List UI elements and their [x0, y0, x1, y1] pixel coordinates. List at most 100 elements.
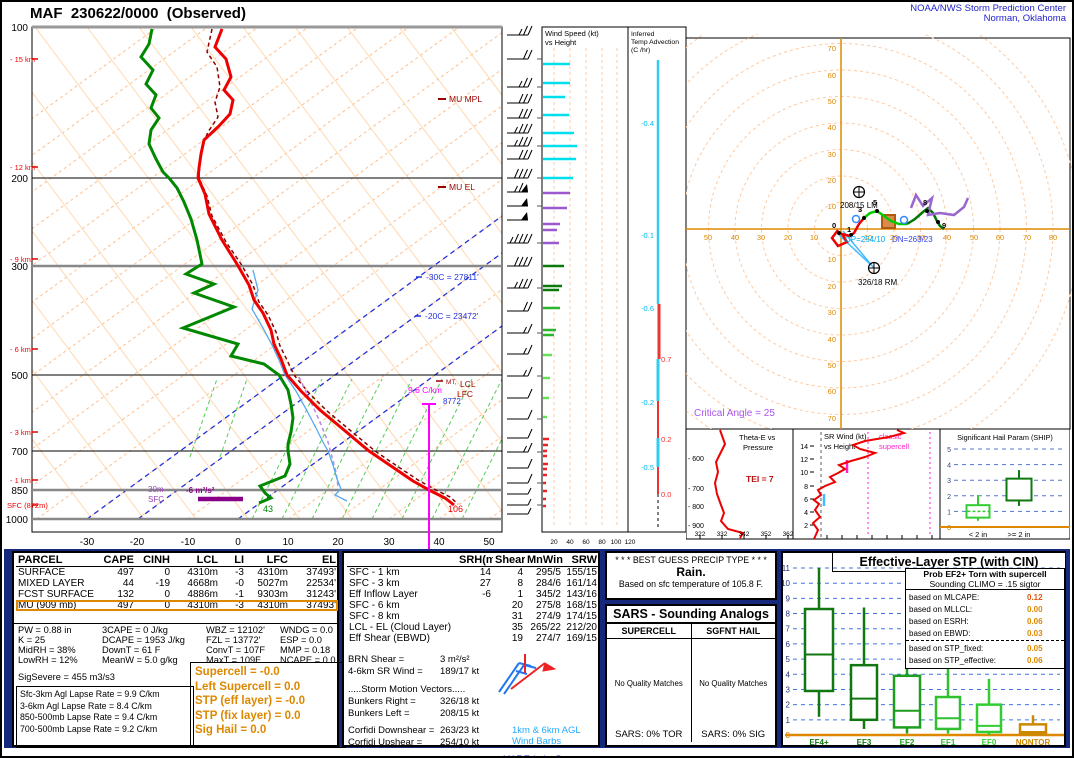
svg-text:200: 200	[11, 174, 28, 185]
kv-row: based on STP_effective: 0.06	[909, 656, 1043, 665]
table-row: PW = 0.88 in 3CAPE = 0 J/kg WBZ = 12102' WN…	[18, 625, 333, 635]
table-row: FCST SURFACE 132 0 4886m -1 9303m 31243'	[18, 589, 336, 600]
svg-text:10: 10	[282, 537, 294, 548]
table-row: Eff Shear (EBWD) 19 274/7 169/15	[349, 633, 597, 644]
svg-text:120: 120	[625, 539, 636, 546]
svg-text:106: 106	[448, 504, 463, 514]
svg-text:6: 6	[786, 640, 791, 649]
svg-text:20: 20	[828, 282, 836, 291]
svg-text:352: 352	[761, 531, 772, 538]
svg-text:50: 50	[828, 97, 836, 106]
svg-text:-20C = 23472': -20C = 23472'	[425, 311, 479, 321]
svg-text:-10: -10	[181, 537, 196, 548]
svg-text:362: 362	[783, 531, 793, 538]
svg-text:5: 5	[786, 655, 791, 664]
svg-text:0: 0	[235, 537, 241, 548]
kv-row: Corfidi Upshear = 254/10 kt	[348, 736, 480, 748]
text-line: 700-500mb Lapse Rate = 9.2 C/km	[20, 723, 158, 734]
text-line: Supercell = -0.0	[195, 666, 280, 678]
text-line: STP (eff layer) = -0.0	[195, 695, 306, 707]
svg-text:Temp Advection: Temp Advection	[631, 39, 679, 46]
text-line: 850-500mb Lapse Rate = 9.4 C/km	[20, 712, 158, 722]
tabular-data-link[interactable]: MAF Tabular Data	[503, 754, 575, 756]
prob-header-line-1: Prob EF2+ Torn with supercell	[923, 569, 1047, 579]
svg-text:4: 4	[786, 670, 791, 679]
thermo-stats-table: PW = 0.88 in 3CAPE = 0 J/kg WBZ = 12102' WN…	[16, 625, 336, 665]
svg-text:Wind Speed (kt): Wind Speed (kt)	[545, 29, 599, 38]
kv-row: BRN Shear = 3 m²/s²	[348, 654, 470, 665]
agency-credit: NOAA/NWS Storm Prediction Center Norman,…	[910, 4, 1066, 24]
svg-text:30: 30	[917, 233, 925, 242]
kv-row: Bunkers Left = 208/15 kt	[348, 707, 480, 719]
svg-text:50: 50	[704, 233, 712, 242]
table-row: SFC - 1 km 14 4 295/5 155/15	[349, 567, 597, 578]
kv-row: Corfidi Downshear = 263/23 kt	[348, 725, 480, 736]
prob-divider	[906, 640, 1064, 641]
svg-text:vs Height: vs Height	[824, 442, 856, 451]
svg-text:MU MPL: MU MPL	[449, 94, 482, 104]
corfidi-block: Corfidi Downshear = 263/23 kt Corfidi Upsh…	[348, 725, 479, 748]
svg-text:8772: 8772	[443, 397, 461, 406]
svg-text:NONTOR: NONTOR	[1016, 738, 1051, 747]
svg-text:40: 40	[943, 233, 951, 242]
sig-severe-value: SigSevere = 455 m3/s3	[18, 672, 115, 682]
table-row: MIXED LAYER 44 -19 4668m -0 5027m 22534'	[18, 578, 336, 589]
text-line: Sig Hail = 0.0	[195, 724, 267, 736]
sars-supercell-matches: No Quality Matches	[614, 679, 683, 688]
svg-text:- 600: - 600	[688, 456, 704, 463]
svg-text:MT,: MT,	[446, 379, 457, 386]
svg-text:60: 60	[828, 387, 836, 396]
svg-text:- 12 km: - 12 km	[10, 163, 35, 172]
svg-text:20: 20	[828, 176, 836, 185]
kv-row: based on EBWD: 0.03	[909, 629, 1043, 638]
svg-text:-0.4: -0.4	[641, 119, 654, 128]
svg-text:0.0: 0.0	[661, 490, 671, 499]
svg-text:342: 342	[739, 531, 750, 538]
storm-motion-heading: .....Storm Motion Vectors.....	[348, 684, 466, 695]
table-row: K = 25 DCAPE = 1953 J/kg FZL = 13772' ESP =…	[18, 635, 322, 645]
svg-text:14: 14	[800, 444, 808, 451]
svg-text:- 700: - 700	[688, 486, 704, 493]
svg-text:TEI = 7: TEI = 7	[746, 474, 774, 484]
table-row: Eff Inflow Layer -6 1 345/2 143/16	[349, 589, 597, 600]
svg-text:700: 700	[11, 447, 28, 458]
svg-text:60: 60	[582, 539, 590, 546]
svg-text:20: 20	[332, 537, 344, 548]
svg-text:9: 9	[786, 594, 791, 603]
stp-probability-box: Prob EF2+ Torn with supercell Sounding C…	[905, 568, 1065, 669]
svg-text:10: 10	[828, 255, 836, 264]
wind-speed-panel: Wind Speed (kt)vs Height 20 40 60 80 100 120	[537, 26, 636, 546]
svg-text:EF0: EF0	[982, 738, 997, 747]
precip-header: * * * BEST GUESS PRECIP TYPE * * *	[615, 555, 767, 565]
svg-text:UP=254/10: UP=254/10	[845, 235, 886, 244]
svg-text:9: 9	[942, 221, 946, 230]
sars-hail-matches: No Quality Matches	[699, 679, 768, 688]
text-line: STP (fix layer) = 0.0	[195, 709, 301, 722]
svg-text:40: 40	[731, 233, 739, 242]
svg-text:-6 m²/s²: -6 m²/s²	[186, 486, 215, 495]
svg-text:50: 50	[828, 361, 836, 370]
svg-text:6: 6	[804, 497, 808, 504]
svg-text:20: 20	[784, 233, 792, 242]
svg-text:300: 300	[11, 262, 28, 273]
svg-text:0: 0	[947, 525, 951, 532]
svg-text:40: 40	[828, 123, 836, 132]
credit-line-2: Norman, Oklahoma	[983, 13, 1066, 24]
svg-text:2: 2	[786, 701, 791, 710]
kv-row: based on STP_fixed: 0.05	[909, 644, 1043, 653]
svg-text:70: 70	[1023, 233, 1031, 242]
svg-text:3: 3	[786, 685, 791, 694]
barb-legend-line-1: 1km & 6km AGL	[512, 725, 581, 736]
svg-text:332: 332	[717, 531, 728, 538]
svg-text:9.6 C/km: 9.6 C/km	[408, 385, 442, 395]
svg-text:- 900: - 900	[688, 523, 704, 530]
svg-text:Inferred: Inferred	[631, 31, 655, 38]
svg-text:- 1 km: - 1 km	[10, 476, 31, 485]
svg-text:-20: -20	[130, 537, 145, 548]
svg-text:60: 60	[996, 233, 1004, 242]
prob-rows-top: based on MLCAPE: 0.12 based on MLLCL: 0.00 b…	[906, 589, 1064, 639]
svg-text:vs Height: vs Height	[545, 38, 577, 47]
bunkers-block: Bunkers Right = 326/18 kt Bunkers Left = 20…	[348, 696, 479, 719]
